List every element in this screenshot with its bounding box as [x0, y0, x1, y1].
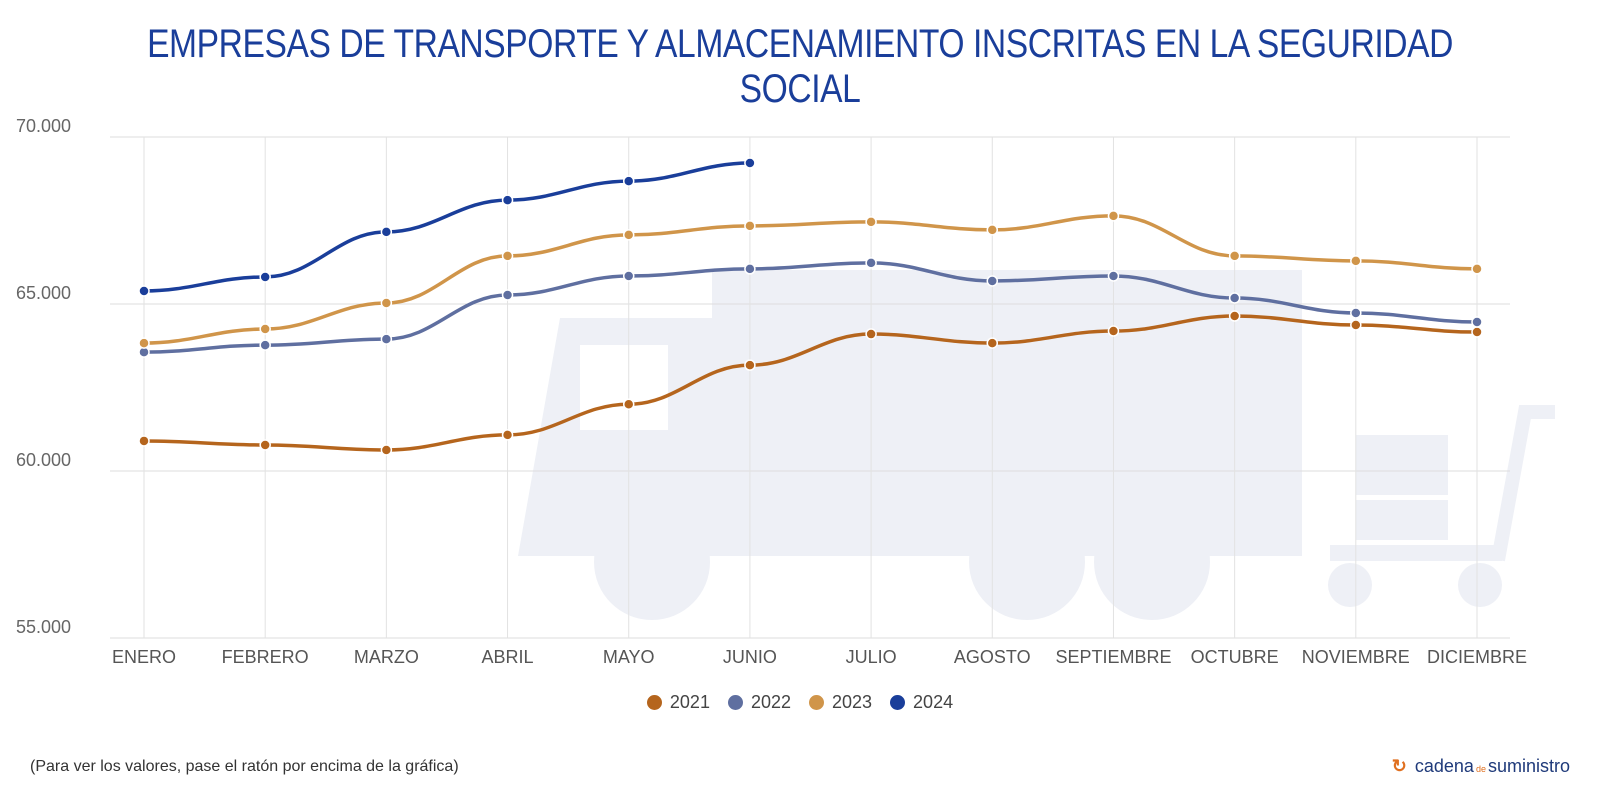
hover-note: (Para ver los valores, pase el ratón por… [30, 758, 459, 775]
truck-watermark [518, 270, 1555, 620]
data-point-2021 [744, 359, 756, 371]
data-point-2024 [259, 271, 271, 283]
data-point-2022 [1107, 270, 1120, 282]
data-point-2021 [1471, 326, 1483, 338]
legend-label: 2024 [913, 692, 954, 712]
data-point-2021 [138, 435, 150, 447]
x-tick-label: SEPTIEMBRE [1055, 647, 1171, 667]
logo-text-small: de [1475, 764, 1486, 774]
data-point-2023 [138, 337, 150, 349]
y-tick-label: 60.000 [16, 450, 71, 470]
data-point-2021 [1107, 325, 1120, 337]
x-tick-label: JULIO [846, 647, 897, 667]
data-point-2023 [1471, 263, 1483, 275]
brand-logo: ↻ cadena de suministro [1392, 756, 1570, 777]
legend-marker [646, 695, 662, 710]
legend-label: 2023 [832, 692, 873, 712]
legend-item-2022[interactable]: 2022 [727, 692, 791, 713]
data-point-2022 [1350, 307, 1362, 319]
data-point-2023 [259, 323, 271, 335]
x-tick-label: FEBRERO [222, 647, 309, 667]
series-line-2021 [143, 314, 1478, 452]
legend-item-2021[interactable]: 2021 [646, 692, 710, 713]
x-tick-label: AGOSTO [954, 647, 1031, 667]
logo-icon: ↻ [1391, 756, 1407, 776]
data-point-2023 [622, 229, 635, 241]
series-line-2023 [143, 214, 1478, 345]
data-point-2021 [259, 439, 271, 451]
legend-marker [727, 695, 743, 710]
data-point-2021 [986, 337, 999, 349]
data-point-2022 [622, 270, 635, 282]
data-point-2022 [259, 339, 271, 351]
data-point-2021 [1350, 319, 1362, 331]
data-point-2024 [622, 175, 635, 187]
series-line-2024 [143, 161, 750, 293]
data-point-2022 [1471, 316, 1483, 328]
y-tick-label: 70.000 [16, 116, 71, 136]
data-point-2022 [1228, 292, 1241, 304]
legend-item-2024[interactable]: 2024 [890, 692, 953, 713]
x-tick-label: NOVIEMBRE [1302, 647, 1410, 667]
data-point-2023 [1228, 250, 1241, 262]
x-tick-label: ABRIL [482, 647, 534, 667]
y-tick-label: 65.000 [16, 283, 71, 303]
chart-title: EMPRESAS DE TRANSPORTE Y ALMACENAMIENTO … [147, 22, 1453, 111]
legend-label: 2022 [750, 692, 791, 712]
data-point-2023 [380, 297, 393, 309]
legend-item-2023[interactable]: 2023 [809, 692, 872, 713]
legend: 2021 2022 2023 2024 [0, 692, 1600, 713]
data-point-2021 [1228, 310, 1241, 322]
data-point-2024 [380, 226, 393, 238]
legend-label: 2021 [669, 692, 710, 712]
legend-marker [809, 695, 824, 710]
x-tick-label: JUNIO [723, 647, 777, 667]
data-point-2024 [744, 157, 756, 169]
data-point-2022 [865, 257, 877, 269]
logo-text-tail: suministro [1487, 756, 1570, 776]
data-point-2023 [1350, 255, 1362, 267]
data-point-2023 [501, 250, 514, 262]
data-point-2024 [138, 285, 150, 297]
data-point-2022 [744, 263, 756, 275]
data-point-2023 [1107, 210, 1120, 222]
x-tick-label: MAYO [603, 647, 655, 667]
data-point-2021 [501, 429, 514, 441]
legend-marker [890, 695, 906, 710]
data-point-2024 [501, 194, 514, 206]
line-chart[interactable]: 55.000 60.000 65.000 70.000 ENERO FEBRERO MARZ… [0, 0, 1600, 690]
x-tick-label: MARZO [354, 647, 419, 667]
data-point-2021 [622, 398, 635, 410]
data-point-2023 [865, 216, 877, 228]
data-point-2023 [986, 224, 999, 236]
x-tick-label: ENERO [112, 647, 176, 667]
x-tick-label: DICIEMBRE [1427, 647, 1527, 667]
data-point-2022 [986, 275, 999, 287]
data-point-2021 [380, 444, 393, 456]
data-point-2022 [501, 289, 514, 301]
y-tick-label: 55.000 [16, 617, 71, 637]
data-point-2021 [865, 328, 877, 340]
x-tick-label: OCTUBRE [1191, 647, 1279, 667]
data-point-2023 [744, 220, 756, 232]
series-line-2022 [143, 261, 1478, 354]
data-point-2022 [380, 333, 393, 345]
logo-text-main: cadena [1414, 756, 1474, 776]
